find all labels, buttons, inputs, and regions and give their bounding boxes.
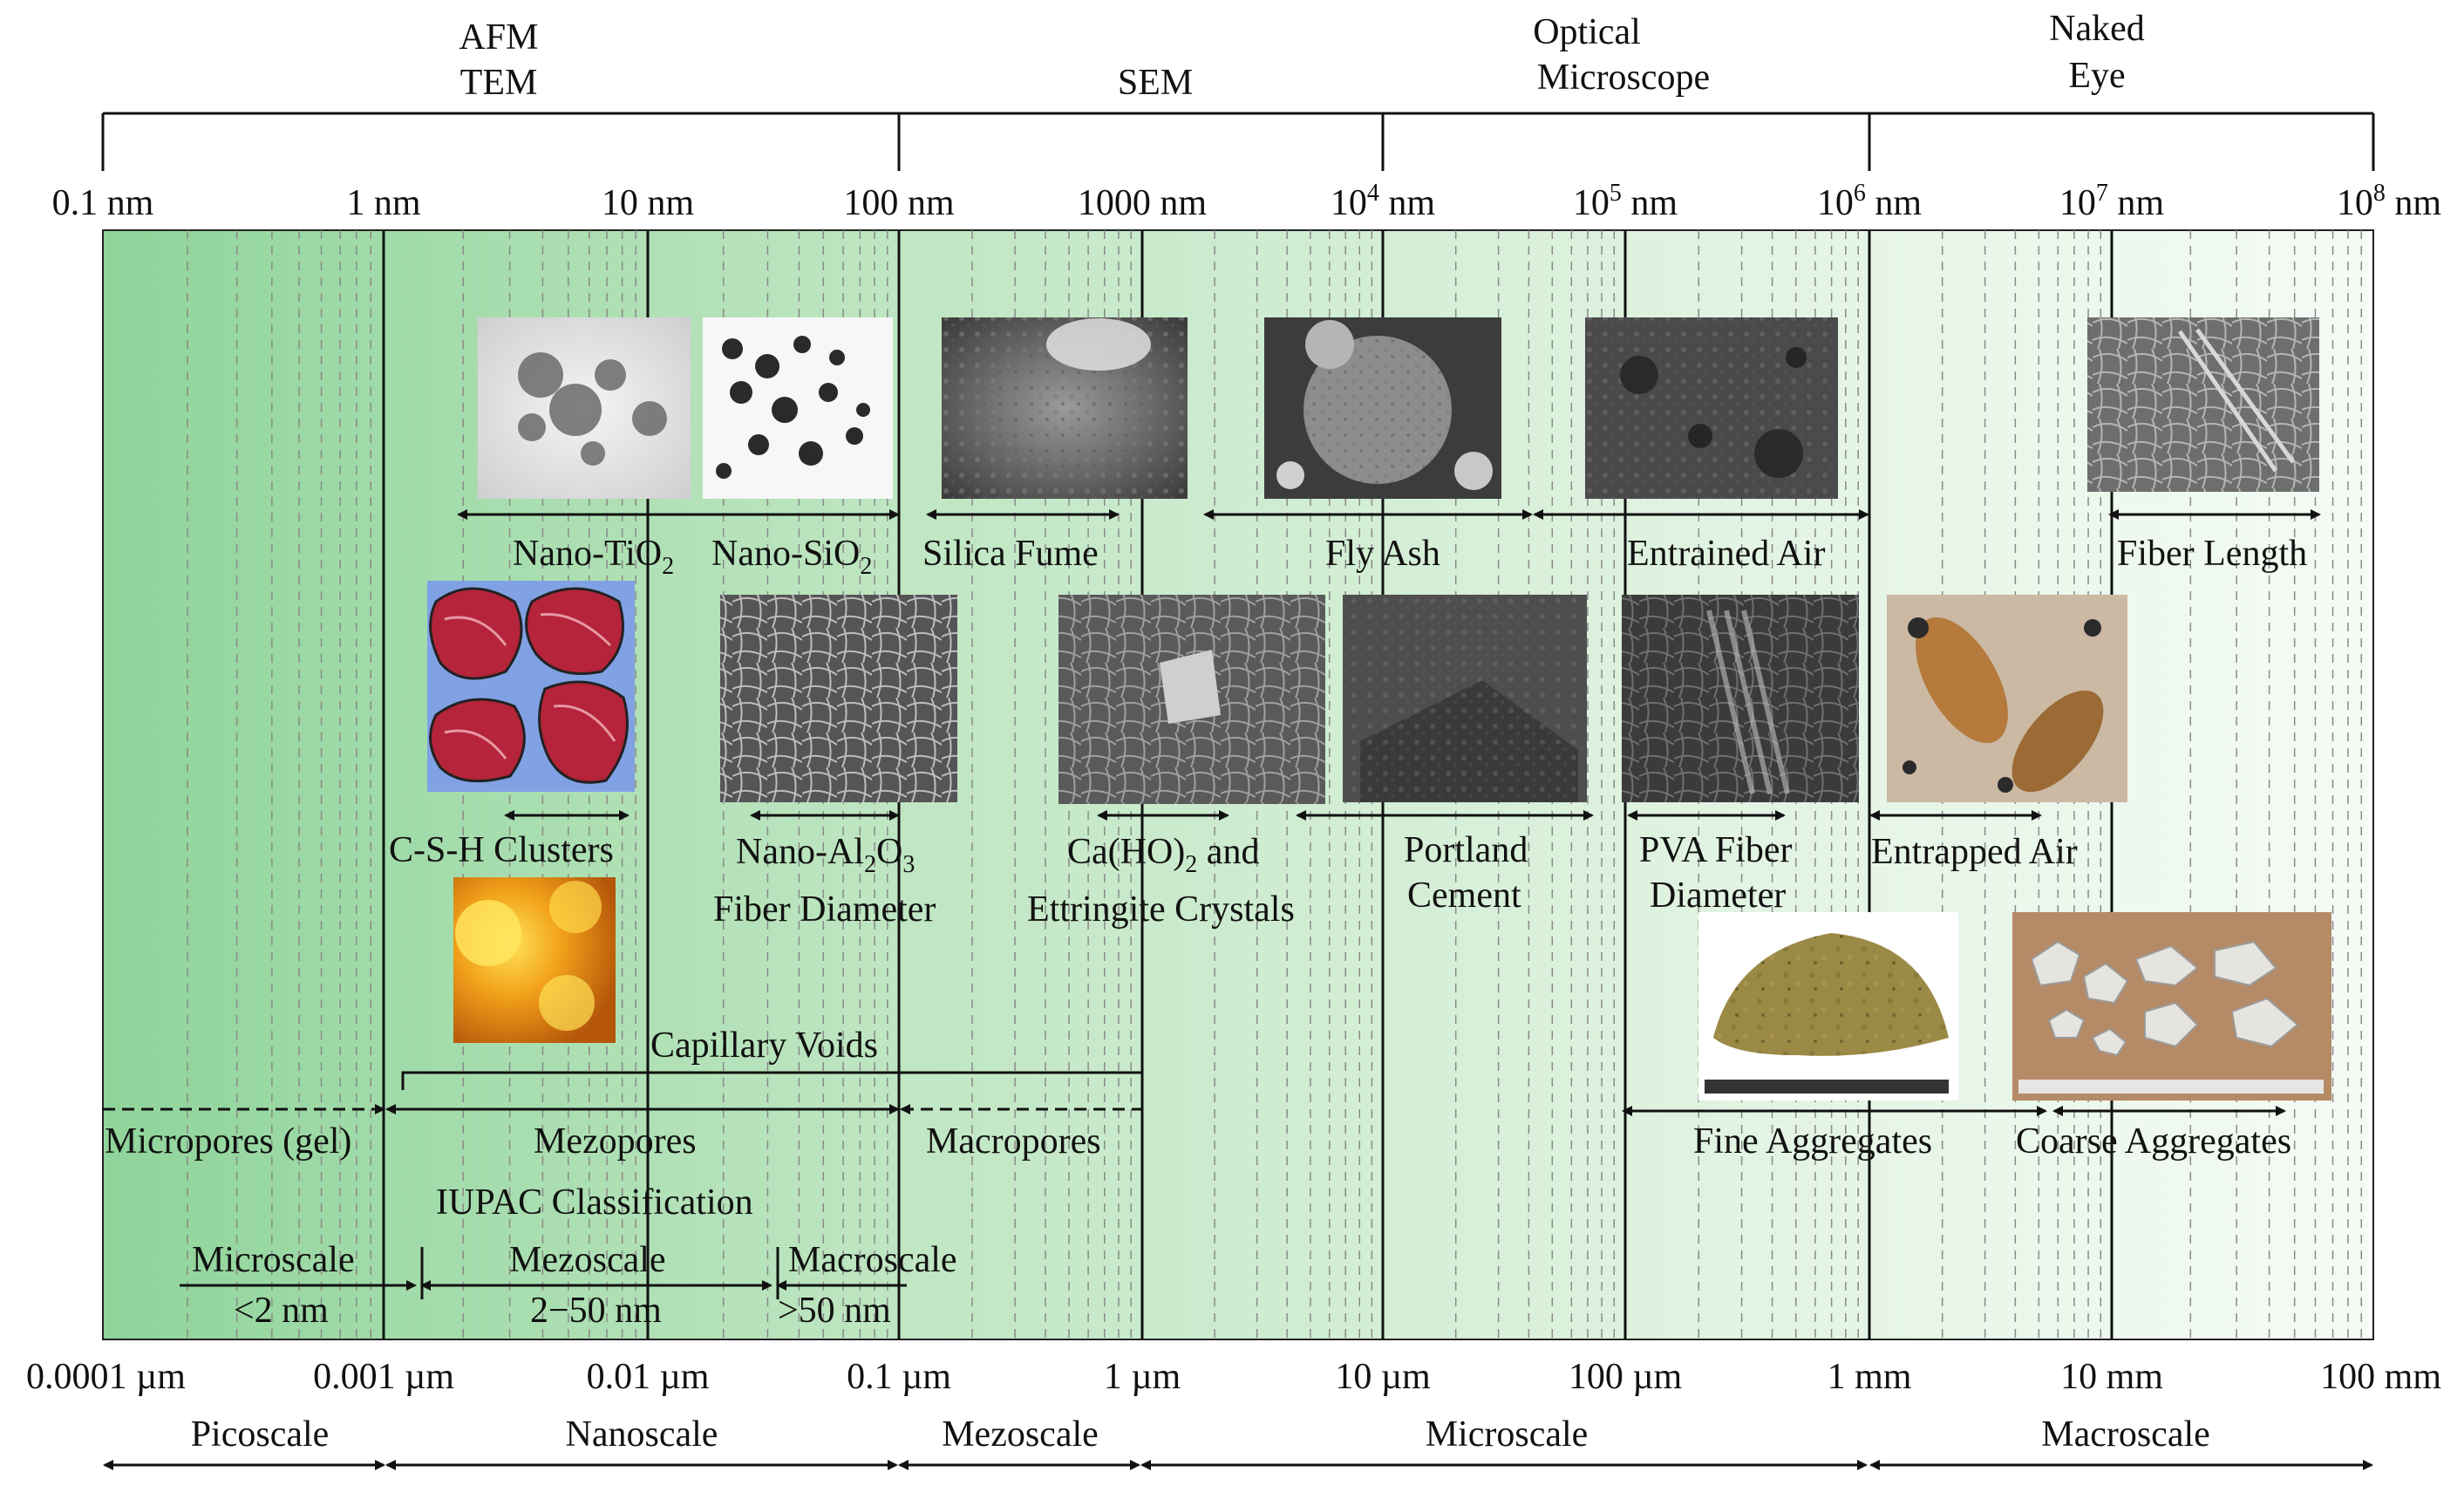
sem-image-ettringite xyxy=(1058,595,1325,804)
sem-label: SEM xyxy=(1118,63,1193,103)
nano-sio2-label: Nano-SiO2 xyxy=(711,534,872,580)
fiber-diameter-label: Fiber Diameter xyxy=(713,889,936,930)
csh-clusters-label: C-S-H Clusters xyxy=(389,830,614,870)
bottom-tick-label: 0.0001 µm xyxy=(26,1357,186,1397)
caho2-label: Ca(HO)2 and xyxy=(1067,832,1259,878)
sem-image-fly-ash xyxy=(1264,317,1501,499)
fly-ash-label: Fly Ash xyxy=(1325,534,1440,574)
sem-image-pva-fiber xyxy=(1622,595,1859,802)
sem-image-portland-cement xyxy=(1343,595,1587,802)
portland-label-1: Portland xyxy=(1404,830,1528,870)
iupac-macroscale-label: Macroscale xyxy=(788,1240,957,1280)
nano-tio2-label: Nano-TiO2 xyxy=(513,534,674,580)
top-tick-label: 1000 nm xyxy=(1078,183,1208,223)
top-tick-label: 106 nm xyxy=(1817,180,1923,223)
range-arrows xyxy=(103,509,2373,1470)
capillary-bracket xyxy=(401,1071,1144,1090)
naked-eye-label-1: Naked xyxy=(2049,9,2145,49)
top-tick-label: 104 nm xyxy=(1331,180,1436,223)
csh-cluster-model-image xyxy=(427,581,635,792)
pva-label-1: PVA Fiber xyxy=(1639,830,1792,870)
sem-image-silica-fume xyxy=(942,317,1188,499)
naked-eye-label-2: Eye xyxy=(2068,56,2125,96)
concrete-section-photo xyxy=(1887,595,2127,802)
coarse-aggregate-photo xyxy=(2012,912,2331,1101)
tem-label: TEM xyxy=(460,63,538,103)
bottom-axis-labels: 0.0001 µm 0.001 µm 0.01 µm 0.1 µm 1 µm 10 µm 1… xyxy=(26,1357,2441,1397)
bottom-tick-label: 0.001 µm xyxy=(313,1357,454,1397)
entrained-air-label: Entrained Air xyxy=(1627,534,1825,574)
bottom-tick-label: 1 mm xyxy=(1828,1357,1912,1397)
top-tick-label: 0.1 nm xyxy=(52,183,154,223)
sem-image-entrained-air xyxy=(1585,317,1838,499)
sem-image-fiber-length xyxy=(2087,317,2319,492)
top-axis-labels: 0.1 nm 1 nm 10 nm 100 nm 1000 nm 104 nm 105 nm… xyxy=(52,180,2442,223)
top-tick-label: 105 nm xyxy=(1573,180,1678,223)
top-tick-label: 10 nm xyxy=(602,183,695,223)
top-tick-label: 107 nm xyxy=(2059,180,2165,223)
top-tick-label: 100 nm xyxy=(843,183,955,223)
bottom-tick-label: 0.01 µm xyxy=(587,1357,710,1397)
afm-height-map-image xyxy=(453,877,616,1043)
optical-label-1: Optical xyxy=(1533,12,1641,52)
coarse-aggregates-label: Coarse Aggregates xyxy=(2016,1121,2291,1162)
nanoscale-label: Nanoscale xyxy=(566,1414,718,1455)
mezoscale-label: Mezoscale xyxy=(942,1414,1099,1455)
iupac-micro-range: <2 nm xyxy=(234,1291,329,1331)
iupac-microscale-label: Microscale xyxy=(192,1240,355,1280)
iupac-macro-range: >50 nm xyxy=(778,1291,891,1331)
micropores-label: Micropores (gel) xyxy=(105,1121,351,1162)
tem-nanoparticle-image-sio2 xyxy=(703,317,893,499)
instrument-bracket xyxy=(101,112,2375,171)
bottom-tick-label: 10 µm xyxy=(1335,1357,1431,1397)
portland-label-2: Cement xyxy=(1407,876,1521,916)
macropores-label: Macropores xyxy=(926,1121,1101,1162)
iupac-mezo-range: 2−50 nm xyxy=(530,1291,662,1331)
nano-al2o3-label: Nano-Al2O3 xyxy=(736,832,915,878)
picoscale-label: Picoscale xyxy=(191,1414,330,1455)
top-tick-label: 1 nm xyxy=(346,183,421,223)
iupac-label: IUPAC Classification xyxy=(436,1182,753,1223)
bottom-tick-label: 100 mm xyxy=(2320,1357,2441,1397)
bottom-tick-label: 10 mm xyxy=(2060,1357,2163,1397)
top-tick-label: 108 nm xyxy=(2337,180,2442,223)
fine-aggregate-photo xyxy=(1698,912,1958,1101)
capillary-voids-label: Capillary Voids xyxy=(650,1026,878,1066)
iupac-mezoscale-label: Mezoscale xyxy=(509,1240,666,1280)
optical-label-2: Microscope xyxy=(1537,58,1710,98)
macroscale-label: Macroscale xyxy=(2041,1414,2210,1455)
entrapped-air-label: Entrapped Air xyxy=(1871,832,2078,872)
afm-label: AFM xyxy=(459,17,538,58)
pva-label-2: Diameter xyxy=(1650,876,1786,916)
bottom-tick-label: 100 µm xyxy=(1569,1357,1683,1397)
microscale-label: Microscale xyxy=(1426,1414,1589,1455)
mezopores-label: Mezopores xyxy=(534,1121,697,1162)
tem-nanoparticle-image xyxy=(478,317,691,499)
fine-aggregates-label: Fine Aggregates xyxy=(1693,1121,1932,1162)
bottom-tick-label: 0.1 µm xyxy=(847,1357,951,1397)
bottom-tick-label: 1 µm xyxy=(1104,1357,1181,1397)
sem-image-nano-al2o3 xyxy=(720,595,957,802)
silica-fume-label: Silica Fume xyxy=(922,534,1099,574)
fiber-length-label: Fiber Length xyxy=(2117,534,2307,574)
ettringite-label: Ettringite Crystals xyxy=(1027,889,1295,930)
